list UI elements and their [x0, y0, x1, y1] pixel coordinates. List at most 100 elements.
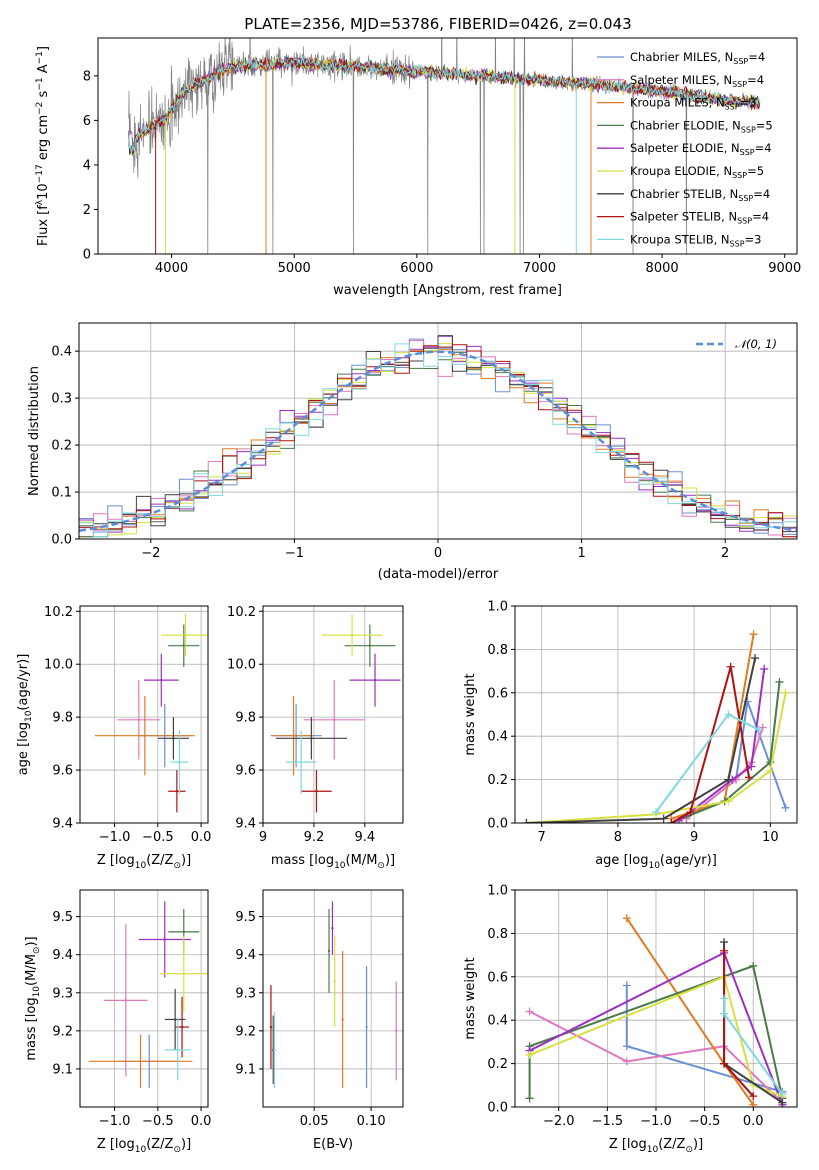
weight-vs-z-marker: [525, 1007, 534, 1016]
mass-vs-ebv-point: [273, 1048, 276, 1052]
age-vs-mass-axes: 9 9.2 9.4 9.4 9.6 9.8 10.0 10.2: [227, 605, 404, 845]
hist-salpeter-stelib: [79, 344, 797, 538]
residuals-ytick-label: 0.4: [51, 345, 72, 360]
spectrum-ytick-label: 6: [83, 114, 91, 129]
age-vs-z-ylabel-part: age [log: [16, 722, 31, 775]
spectrum-xtick-label: 7000: [523, 261, 556, 276]
weight-vs-age-marker: [760, 664, 769, 673]
spectrum-model-salpeter-elodie: [128, 57, 760, 154]
age-vs-mass-ytick-label: 10.0: [227, 658, 256, 673]
weight-vs-z-marker: [720, 1059, 729, 1068]
age-vs-z-ylabel: age [log10(age/yr)]: [16, 654, 34, 776]
weight-vs-z-xtick-label: −0.5: [689, 1114, 721, 1129]
mass-vs-z-xtick-label: 0.0: [191, 1114, 212, 1129]
age-vs-mass-xtick-label: 9: [259, 830, 267, 845]
spectrum-ylabel-part: −2: [35, 102, 45, 115]
weight-vs-age-xtick-label: 8: [614, 830, 622, 845]
legend-entry-sub: SSP: [733, 57, 748, 66]
legend-entry-n: =5: [756, 118, 773, 132]
mass-vs-ebv-ytick-label: 9.2: [235, 1024, 256, 1039]
weight-vs-age-ytick-label: 0.6: [487, 686, 508, 701]
weight-vs-age-marker: [754, 725, 763, 734]
weight-vs-z-ylabel: mass weight: [463, 957, 478, 1039]
age-vs-mass-xlabel-part: )]: [385, 853, 395, 868]
age-vs-mass-xlabel-part: ⊙: [377, 861, 385, 871]
age-vs-z-point: [160, 678, 163, 682]
spectrum-ylabel-part: s: [36, 90, 51, 101]
legend-entry: Kroupa STELIB, NSSP=3: [630, 232, 761, 248]
mass-vs-z-ylabel-part: )]: [24, 936, 39, 946]
mass-vs-z-ytick-label: 9.2: [52, 1024, 73, 1039]
weight-vs-age-marker: [726, 662, 735, 671]
mass-vs-z-xlabel-part: (Z/Z: [146, 1137, 173, 1152]
weight-vs-z-ytick-label: 0.0: [487, 1101, 508, 1116]
spectrum-frame: [97, 37, 798, 255]
weight-vs-age-marker: [747, 762, 756, 771]
age-vs-mass-ytick-label: 9.6: [235, 764, 256, 779]
legend-entry-name: Salpeter MILES, N: [630, 73, 732, 87]
mass-vs-ebv-xlabel: E(B-V): [313, 1137, 353, 1152]
spectrum-ytick-label: 0: [83, 248, 91, 263]
spectrum-model-salpeter-stelib: [128, 57, 760, 154]
age-vs-z-ytick-label: 9.4: [52, 817, 73, 832]
age-vs-z-xtick-label: −1.0: [99, 830, 131, 845]
weight-vs-age-line: [670, 681, 781, 823]
legend-entry: Chabrier STELIB, NSSP=4: [630, 187, 770, 203]
age-vs-mass-ytick-label: 10.2: [227, 605, 256, 620]
age-vs-mass-xlabel-part: 10: [334, 861, 346, 871]
age-vs-z-axes: −1.0 −0.5 0.0 9.4 9.6 9.8 10.0 10.2: [44, 605, 211, 845]
age-vs-z-point: [184, 633, 187, 637]
weight-vs-z-plot: [525, 914, 787, 1107]
weight-vs-age-plot: [522, 630, 790, 823]
age-vs-mass-frame: [262, 605, 404, 824]
legend-entry-sub: SSP: [741, 125, 756, 134]
weight-vs-age-ytick-label: 0.8: [487, 643, 508, 658]
weight-vs-z-xtick-label: 0.0: [743, 1114, 764, 1129]
weight-vs-age-marker: [766, 766, 775, 775]
chart-title: PLATE=2356, MJD=53786, FIBERID=0426, z=0…: [244, 15, 631, 33]
weight-vs-age-frame: [514, 605, 798, 824]
mass-vs-ebv-point: [269, 1025, 273, 1029]
age-vs-mass-plot: [270, 613, 401, 813]
weight-vs-age-marker: [724, 775, 733, 784]
age-vs-z-xlabel-part: Z [log: [97, 853, 135, 868]
weight-vs-age-xlabel-part: (age/yr)]: [660, 853, 717, 868]
mass-vs-ebv-ytick-label: 9.3: [235, 986, 256, 1001]
legend-entry: Salpeter STELIB, NSSP=4: [630, 210, 769, 226]
spectrum-ylabel-part: −1: [35, 51, 45, 64]
mass-vs-z-ytick-label: 9.3: [52, 986, 73, 1001]
age-vs-z-xlabel-part: (Z/Z: [146, 853, 173, 868]
legend-entry: Chabrier MILES, NSSP=4: [630, 50, 765, 66]
weight-vs-age-ylabel: mass weight: [463, 673, 478, 755]
weight-vs-age-xlabel-part: age [log: [595, 853, 648, 868]
weight-vs-z-ytick-label: 0.2: [487, 1057, 508, 1072]
mass-vs-z-xtick-label: −1.0: [99, 1114, 131, 1129]
age-vs-mass-xtick-label: 9.2: [304, 830, 325, 845]
mass-vs-ebv-point: [341, 1018, 344, 1021]
residuals-plot: [79, 335, 797, 538]
age-vs-z-ytick-label: 9.8: [52, 711, 73, 726]
legend-entry-n: =4: [755, 141, 772, 155]
hist-kroupa-stelib: [79, 343, 797, 538]
weight-vs-z-xlabel-part: ⊙: [685, 1145, 693, 1155]
legend-entry-name: Kroupa STELIB, N: [630, 232, 730, 246]
legend-entry-n: =4: [747, 73, 764, 87]
weight-vs-age-marker: [724, 710, 733, 719]
weight-vs-age-marker: [744, 773, 753, 782]
weight-vs-z-xlabel-part: Z [log: [609, 1137, 647, 1152]
weight-vs-age-xtick-label: 10: [762, 830, 779, 845]
mass-vs-z-point: [173, 1018, 177, 1021]
age-vs-z-point: [143, 734, 147, 737]
spectrum-ylabel-part: ]: [36, 46, 51, 51]
spectrum-ylabel: Flux [fλ10−17 erg cm−2 s−1 A−1]: [35, 46, 51, 246]
residuals-ytick-label: 0.1: [51, 486, 72, 501]
weight-vs-z-axes: −2.0 −1.5 −1.0 −0.5 0.0 0.0 0.2 0.4 0.6 0.8 1.0: [487, 884, 798, 1129]
mass-vs-z-ytick-label: 9.5: [52, 910, 73, 925]
weight-vs-z-marker: [622, 1042, 631, 1051]
mass-vs-ebv-plot: [269, 901, 398, 1088]
age-vs-mass-ytick-label: 9.4: [235, 817, 256, 832]
weight-vs-z-marker: [778, 1098, 787, 1107]
weight-vs-z-xlabel: Z [log10(Z/Z⊙)]: [609, 1137, 703, 1155]
weight-vs-age-line: [526, 657, 757, 823]
